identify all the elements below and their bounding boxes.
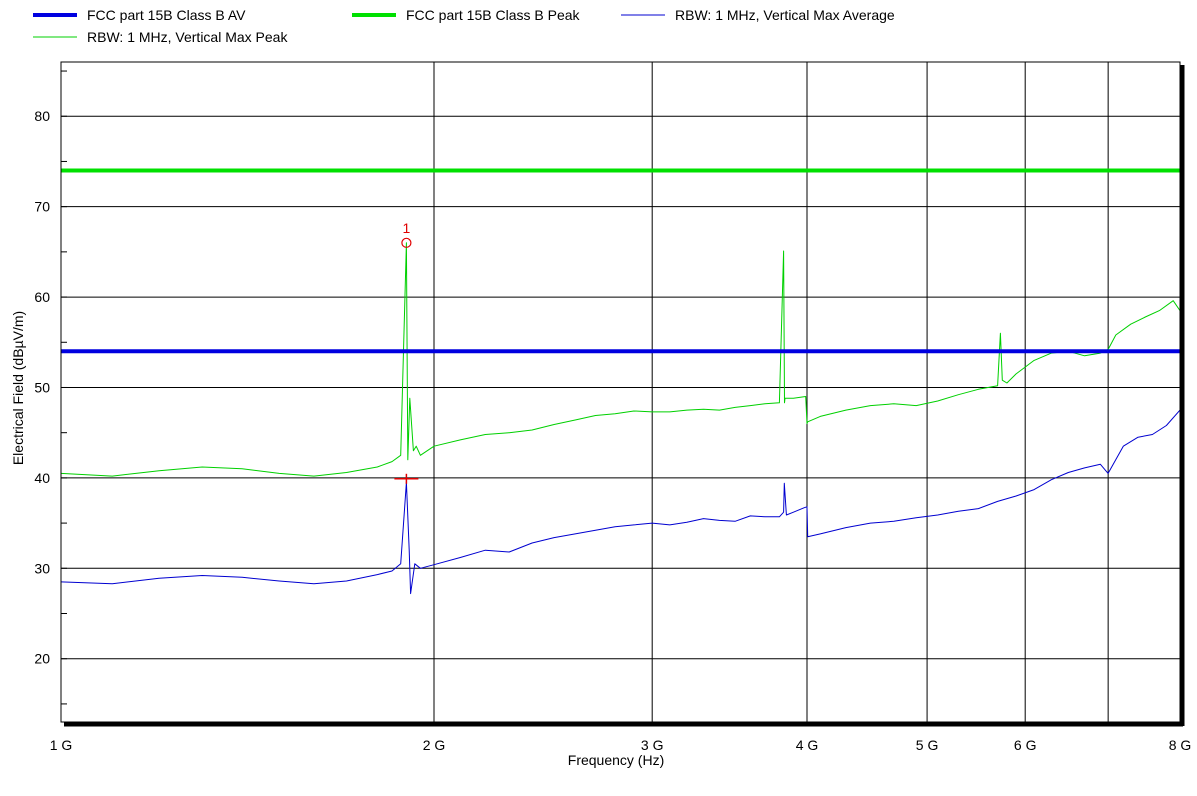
- x-tick-label: 4 G: [796, 737, 819, 753]
- legend-item: RBW: 1 MHz, Vertical Max Peak: [33, 29, 288, 45]
- legend-label: RBW: 1 MHz, Vertical Max Peak: [87, 29, 288, 45]
- marker-layer: 1: [394, 220, 419, 484]
- y-tick-label: 50: [34, 379, 50, 395]
- x-axis-label: Frequency (Hz): [568, 752, 664, 768]
- legend-item: RBW: 1 MHz, Vertical Max Average: [621, 7, 895, 23]
- y-tick-label: 40: [34, 470, 50, 486]
- plot-area: [61, 62, 1180, 722]
- series-line-rbw-1-mhz-vertical-max-peak: [60, 242, 1181, 477]
- series-line-rbw-1-mhz-vertical-max-average: [60, 409, 1181, 595]
- y-tick-label: 60: [34, 289, 50, 305]
- x-tick-label: 8 G: [1169, 737, 1192, 753]
- legend-label: RBW: 1 MHz, Vertical Max Average: [675, 7, 895, 23]
- y-tick-label: 30: [34, 560, 50, 576]
- plot-frame: [60, 61, 1185, 727]
- y-tick-label: 70: [34, 199, 50, 215]
- marker-label: 1: [402, 220, 410, 236]
- x-tick-label: 3 G: [641, 737, 664, 753]
- marker-circle: [401, 237, 412, 248]
- tick-labels: 1 G 2 G 3 G 4 G 5 G 6 G 8 G 20 30 40 50 60 70 80: [34, 108, 1191, 753]
- legend-item: FCC part 15B Class B AV: [33, 7, 246, 23]
- legend: FCC part 15B Class B AV FCC part 15B Clas…: [33, 7, 895, 45]
- x-tick-label: 2 G: [423, 737, 446, 753]
- legend-label: FCC part 15B Class B AV: [87, 7, 246, 23]
- legend-item: FCC part 15B Class B Peak: [352, 7, 581, 23]
- x-tick-label: 5 G: [916, 737, 939, 753]
- legend-label: FCC part 15B Class B Peak: [406, 7, 581, 23]
- x-tick-label: 6 G: [1014, 737, 1037, 753]
- x-tick-label: 1 G: [50, 737, 73, 753]
- series-layer: [60, 168, 1181, 595]
- y-tick-label: 80: [34, 108, 50, 124]
- y-axis-label: Electrical Field (dBµV/m): [10, 311, 26, 465]
- y-tick-label: 20: [34, 651, 50, 667]
- plot-background: [61, 62, 1180, 722]
